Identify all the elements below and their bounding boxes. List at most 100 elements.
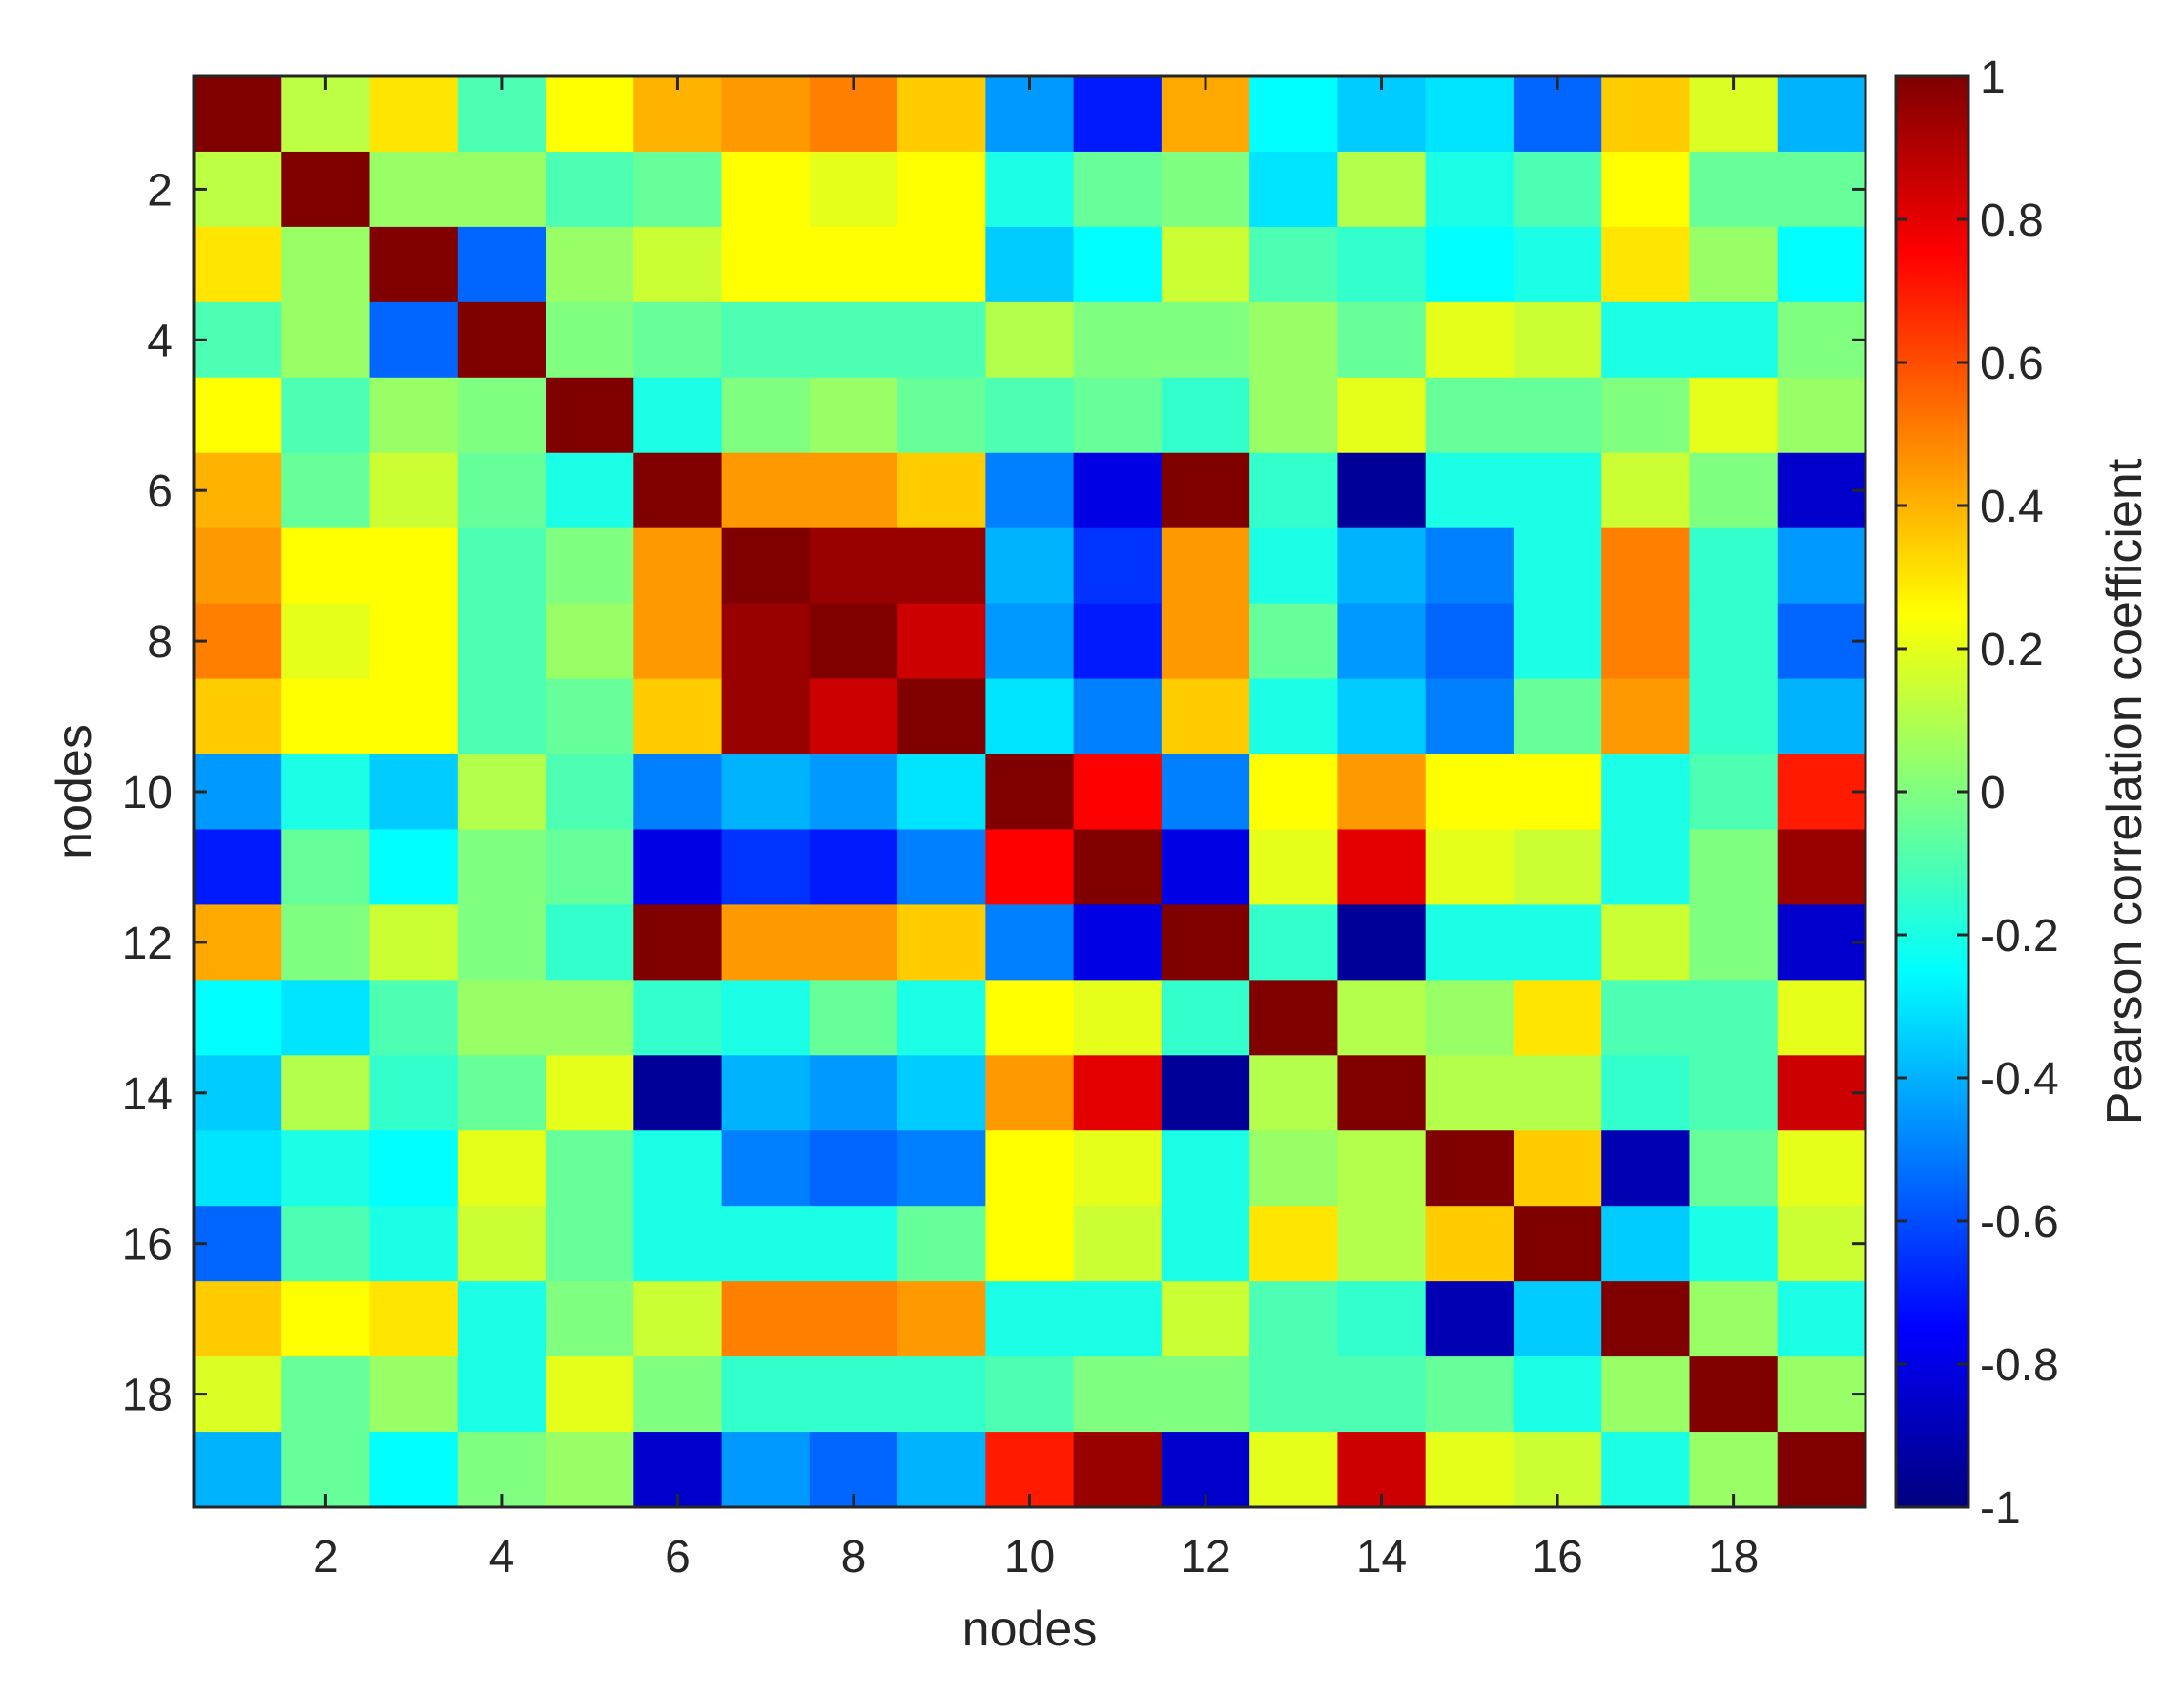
heatmap-cell (281, 603, 371, 680)
heatmap-cell (1689, 678, 1779, 755)
heatmap-cell (809, 603, 898, 680)
heatmap-cell (1513, 1130, 1602, 1207)
heatmap-cell (1337, 1206, 1427, 1282)
heatmap-cell (1601, 377, 1691, 454)
heatmap-cell (194, 452, 282, 529)
heatmap-cell (1073, 1055, 1163, 1131)
y-tick-label: 18 (122, 1371, 173, 1421)
heatmap-cell (1601, 301, 1691, 379)
heatmap-cell (1777, 1356, 1866, 1433)
heatmap-cell (1425, 1206, 1514, 1282)
heatmap-cell (1689, 1356, 1779, 1433)
y-tick-label: 16 (122, 1220, 173, 1271)
heatmap-cell (281, 226, 371, 303)
heatmap-cell (369, 754, 459, 831)
heatmap-cell (1249, 1432, 1339, 1508)
heatmap-cell (809, 829, 898, 906)
heatmap-cell (1425, 1432, 1514, 1508)
heatmap-cell (985, 301, 1075, 379)
heatmap-cell (546, 301, 634, 379)
heatmap-cell (1689, 754, 1779, 831)
heatmap-cell (369, 1206, 459, 1282)
heatmap-cell (281, 1130, 371, 1207)
heatmap-cell (369, 151, 459, 228)
heatmap-cell (1161, 1130, 1250, 1207)
heatmap-cell (721, 1130, 811, 1207)
heatmap-cell (1513, 829, 1602, 906)
heatmap-cell (1425, 76, 1514, 153)
heatmap-cell (1249, 980, 1339, 1056)
heatmap-cell (1073, 151, 1163, 228)
heatmap-cell (1777, 678, 1866, 755)
colorbar-tick-label: 0.2 (1980, 625, 2044, 675)
heatmap-cell (1249, 151, 1339, 228)
heatmap-cell (457, 151, 546, 228)
heatmap-cell (1601, 1130, 1691, 1207)
heatmap-cell (1425, 603, 1514, 680)
heatmap-cell (1337, 151, 1427, 228)
heatmap-cell (1777, 301, 1866, 379)
heatmap-cell (897, 754, 986, 831)
heatmap-cell (281, 1055, 371, 1131)
heatmap-cell (194, 1130, 282, 1207)
heatmap-cell (721, 1206, 811, 1282)
heatmap-cell (546, 527, 634, 605)
heatmap-cell (1777, 527, 1866, 605)
heatmap-cell (633, 377, 723, 454)
heatmap-cell (897, 980, 986, 1056)
y-tick-label: 4 (147, 316, 173, 366)
heatmap-cell (897, 1206, 986, 1282)
heatmap-cell (1337, 226, 1427, 303)
heatmap-cell (546, 452, 634, 529)
heatmap-cell (897, 377, 986, 454)
y-tick-label: 12 (122, 919, 173, 969)
heatmap-cell (1777, 904, 1866, 981)
heatmap-cell (809, 678, 898, 755)
heatmap-cell (1689, 151, 1779, 228)
heatmap-cell (369, 829, 459, 906)
heatmap-cell (1513, 603, 1602, 680)
heatmap-cell (721, 1356, 811, 1433)
heatmap-cell (1425, 1356, 1514, 1433)
heatmap-cell (457, 226, 546, 303)
heatmap-cell (546, 1432, 634, 1508)
heatmap-cell (721, 377, 811, 454)
heatmap-cell (546, 1130, 634, 1207)
heatmap-cell (1777, 754, 1866, 831)
heatmap-cell (1161, 527, 1250, 605)
colorbar-tick-labels: 1 0.8 0.6 0.4 0.2 0 -0.2 -0.4 -0.6 -0.8 -1 (1980, 52, 2059, 1534)
heatmap-cell (1601, 829, 1691, 906)
heatmap-cell (633, 527, 723, 605)
heatmap-cell (897, 904, 986, 981)
heatmap-cell (1513, 226, 1602, 303)
heatmap-cell (1601, 678, 1691, 755)
heatmap-cell (897, 226, 986, 303)
heatmap-cell (1073, 980, 1163, 1056)
heatmap-cell (194, 754, 282, 831)
heatmap-cell (369, 377, 459, 454)
y-tick-label: 14 (122, 1069, 173, 1120)
heatmap-cell (281, 678, 371, 755)
heatmap-cell (1337, 527, 1427, 605)
heatmap-cell (1425, 1130, 1514, 1207)
heatmap-cell (546, 678, 634, 755)
heatmap-cell (897, 76, 986, 153)
heatmap-cell (1689, 452, 1779, 529)
colorbar-tick-label: -0.2 (1980, 911, 2059, 961)
heatmap-cell (1337, 1281, 1427, 1357)
heatmap-cell (721, 603, 811, 680)
heatmap-cell (1689, 1206, 1779, 1282)
heatmap-cell (369, 76, 459, 153)
heatmap-cell (1777, 1281, 1866, 1357)
colorbar-tick-label: -1 (1980, 1483, 2021, 1534)
heatmap-cell (1337, 452, 1427, 529)
colorbar-tick-label: 0.4 (1980, 482, 2044, 532)
heatmap-cell (457, 904, 546, 981)
heatmap-cell (985, 980, 1075, 1056)
heatmap-cell (897, 452, 986, 529)
heatmap-cell (281, 527, 371, 605)
heatmap-cell (721, 904, 811, 981)
heatmap-cell (546, 76, 634, 153)
heatmap-cell (633, 452, 723, 529)
heatmap-cell (897, 678, 986, 755)
